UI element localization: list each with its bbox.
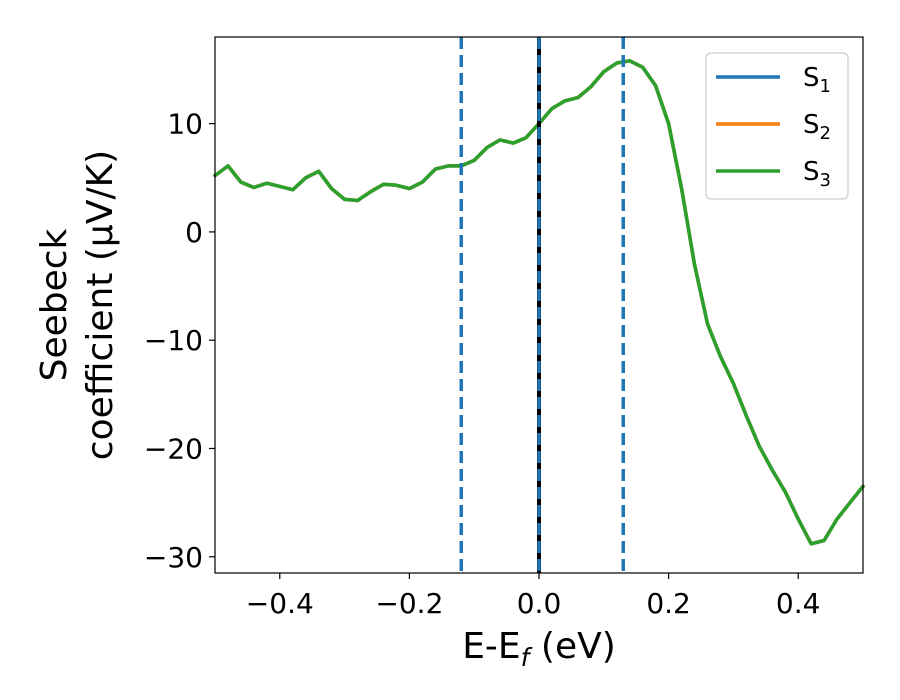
- x-axis-label-unit: (eV): [529, 626, 615, 667]
- axis-ticks: −0.4 −0.2 0.0 0.2 0.4 −30 −20 −10 0 10: [144, 108, 821, 620]
- y-tick-label: −20: [144, 432, 203, 465]
- legend-label-2: S2: [803, 110, 831, 144]
- x-axis-label: E-Ef (eV): [462, 626, 616, 672]
- y-tick-label: −30: [144, 541, 203, 574]
- legend-label-3: S3: [803, 157, 831, 191]
- y-axis-label-line1: Seebeck: [34, 228, 75, 381]
- y-tick-label: 0: [185, 216, 203, 249]
- x-tick-label: −0.2: [375, 587, 443, 620]
- x-tick-label: 0.2: [646, 587, 691, 620]
- legend: S1 S2 S3: [705, 52, 849, 200]
- x-tick-label: −0.4: [246, 587, 314, 620]
- y-tick-label: −10: [144, 324, 203, 357]
- reference-lines: [459, 37, 625, 573]
- x-tick-label: 0.4: [776, 587, 821, 620]
- y-tick-label: 10: [167, 108, 203, 141]
- x-tick-label: 0.0: [517, 587, 562, 620]
- legend-label-1: S1: [803, 63, 831, 97]
- y-axis-label: Seebeck coefficient (μV/K): [34, 150, 121, 460]
- legend-box: [705, 52, 849, 200]
- y-axis-label-line2: coefficient (μV/K): [80, 150, 121, 460]
- x-axis-label-main: E-E: [462, 626, 520, 667]
